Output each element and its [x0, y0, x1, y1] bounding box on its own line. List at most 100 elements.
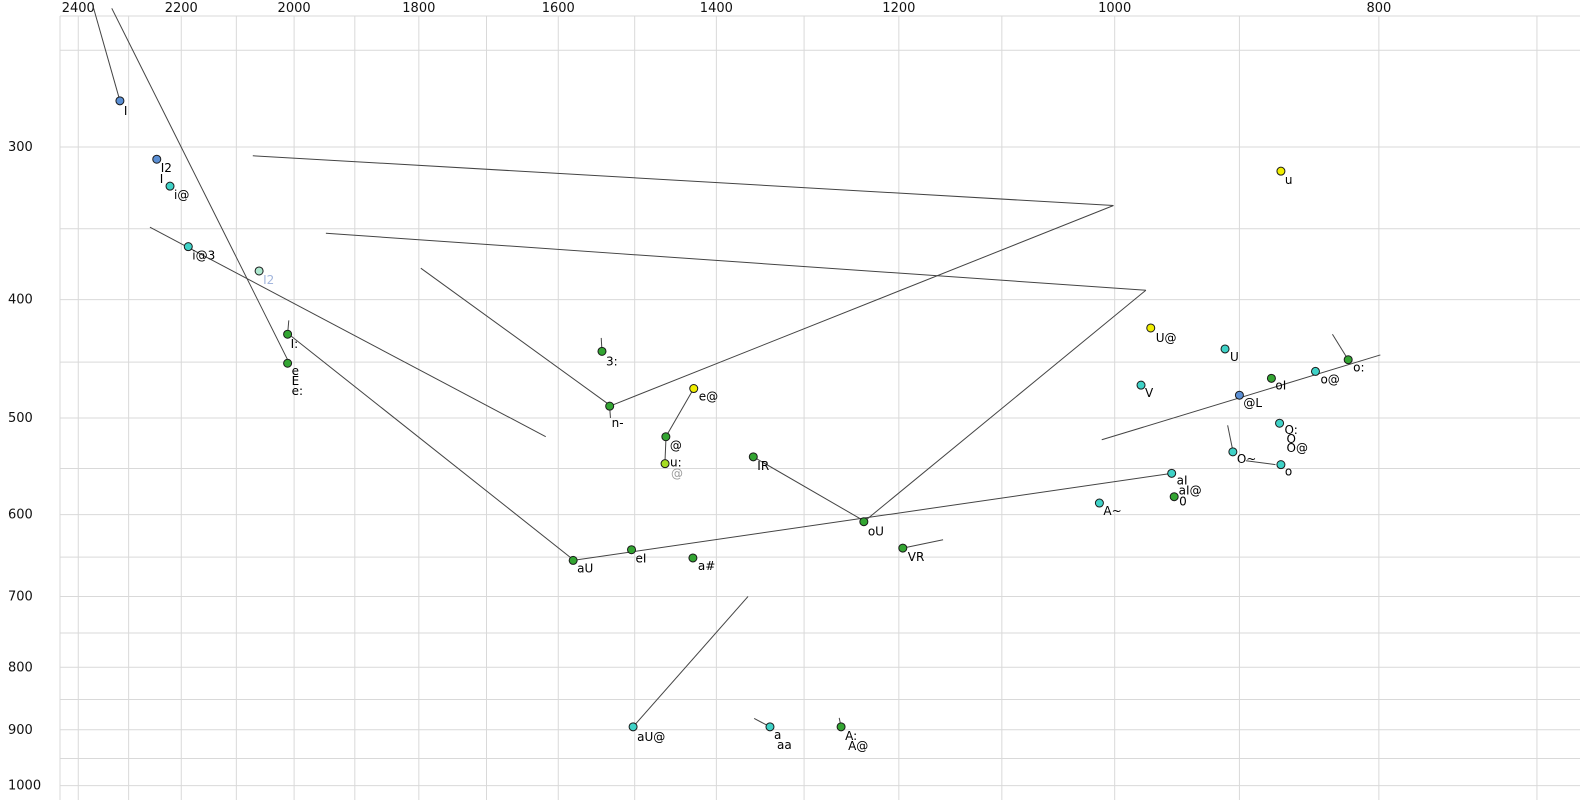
y-tick-label: 500: [8, 411, 33, 426]
point-label: I2: [161, 161, 172, 175]
trajectory-line: [573, 472, 1172, 561]
trajectory-line: [632, 596, 749, 728]
point-label: i@3: [192, 249, 215, 263]
data-point-oU: [859, 517, 869, 527]
point-label: A@: [848, 739, 868, 753]
trajectory-line: [325, 232, 1146, 291]
data-point-V: [1136, 380, 1146, 390]
point-label: VR: [908, 550, 925, 564]
data-point-@: [661, 432, 671, 442]
y-tick-label: 400: [8, 293, 33, 308]
point-label: @: [671, 467, 683, 481]
data-point-aU: [568, 555, 578, 565]
y-tick-label: 800: [8, 660, 33, 675]
data-point-I2: [152, 154, 162, 164]
data-point-a: [765, 722, 775, 732]
trajectory-line: [665, 388, 695, 437]
data-point-i@: [165, 181, 175, 191]
data-point-u:: [660, 459, 670, 469]
x-tick-label: 1200: [882, 1, 915, 16]
data-point-eI: [627, 545, 637, 555]
point-label: I2: [263, 273, 274, 287]
trajectory-line: [149, 226, 546, 438]
data-point-aI: [1167, 468, 1177, 478]
y-tick-label: 900: [8, 723, 33, 738]
data-point-I: [115, 96, 125, 106]
point-label: a#: [698, 559, 715, 573]
data-point-0: [1169, 492, 1179, 502]
x-tick-label: 1600: [542, 1, 575, 16]
data-point-O:: [1275, 418, 1285, 428]
point-label: i@: [174, 188, 189, 202]
point-label: @: [670, 439, 682, 453]
x-tick-label: 2200: [165, 1, 198, 16]
trajectory-line: [288, 333, 574, 560]
point-label: E: [292, 374, 300, 388]
trajectory-line: [1332, 333, 1348, 358]
trajectory-line: [664, 440, 667, 460]
point-label: I:: [291, 337, 299, 351]
trajectory-line: [609, 205, 1114, 407]
point-label: e@: [699, 390, 718, 404]
point-label: e:: [292, 384, 303, 398]
x-tick-label: 2400: [62, 1, 95, 16]
data-point-aU@: [628, 722, 638, 732]
point-label: aI: [1177, 473, 1188, 487]
point-label: aU@: [637, 730, 665, 744]
y-tick-label: 600: [8, 508, 33, 523]
data-point-o:: [1343, 355, 1353, 365]
point-label: eI: [636, 552, 647, 566]
point-label: oI: [1275, 378, 1286, 392]
point-label: n-: [612, 416, 624, 430]
point-label: u:: [670, 456, 682, 470]
x-tick-label: 2000: [278, 1, 311, 16]
point-label: e: [292, 364, 299, 378]
point-label: oU: [868, 525, 884, 539]
data-point-I:: [283, 329, 293, 339]
point-label: A:: [845, 729, 857, 743]
data-point-U: [1220, 344, 1230, 354]
point-label: aU: [577, 561, 593, 575]
point-label: I: [160, 172, 164, 186]
point-label: u: [1285, 173, 1293, 187]
y-tick-label: 700: [8, 589, 33, 604]
data-point-a#: [688, 553, 698, 563]
data-point-e: [283, 358, 293, 368]
data-point-u: [1276, 166, 1286, 176]
point-label: o@: [1320, 372, 1339, 386]
data-point-oI: [1266, 373, 1276, 383]
trajectory-line: [252, 155, 1114, 207]
point-label: U: [1230, 350, 1239, 364]
point-label: I: [124, 104, 128, 118]
y-tick-label: 1000: [8, 779, 41, 794]
y-tick-label: 300: [8, 140, 33, 155]
trajectory-line: [1245, 460, 1276, 466]
trajectory-line: [93, 8, 121, 101]
x-tick-label: 1400: [700, 1, 733, 16]
data-point-A:: [836, 722, 846, 732]
trajectory-line: [753, 456, 865, 522]
data-point-U@: [1146, 323, 1156, 333]
point-label: 3:: [606, 354, 618, 368]
trajectory-line: [902, 539, 944, 549]
point-label: V: [1145, 386, 1154, 400]
data-point-VR: [898, 543, 908, 553]
point-label: IR: [757, 459, 769, 473]
data-point-I2: [254, 266, 264, 276]
point-label: O@: [1287, 441, 1308, 455]
point-label: aa: [777, 738, 792, 752]
point-label: @L: [1243, 396, 1262, 410]
trajectory-line: [1227, 425, 1234, 451]
data-point-@L: [1234, 390, 1244, 400]
trajectory-line: [863, 289, 1147, 523]
data-point-O~: [1228, 447, 1238, 457]
point-label: A~: [1103, 504, 1121, 518]
point-label: O~: [1237, 452, 1257, 466]
point-label: a: [774, 728, 781, 742]
point-label: 0: [1179, 495, 1187, 509]
x-tick-label: 800: [1366, 1, 1391, 16]
data-point-i@3: [183, 242, 193, 252]
x-tick-label: 1800: [402, 1, 435, 16]
